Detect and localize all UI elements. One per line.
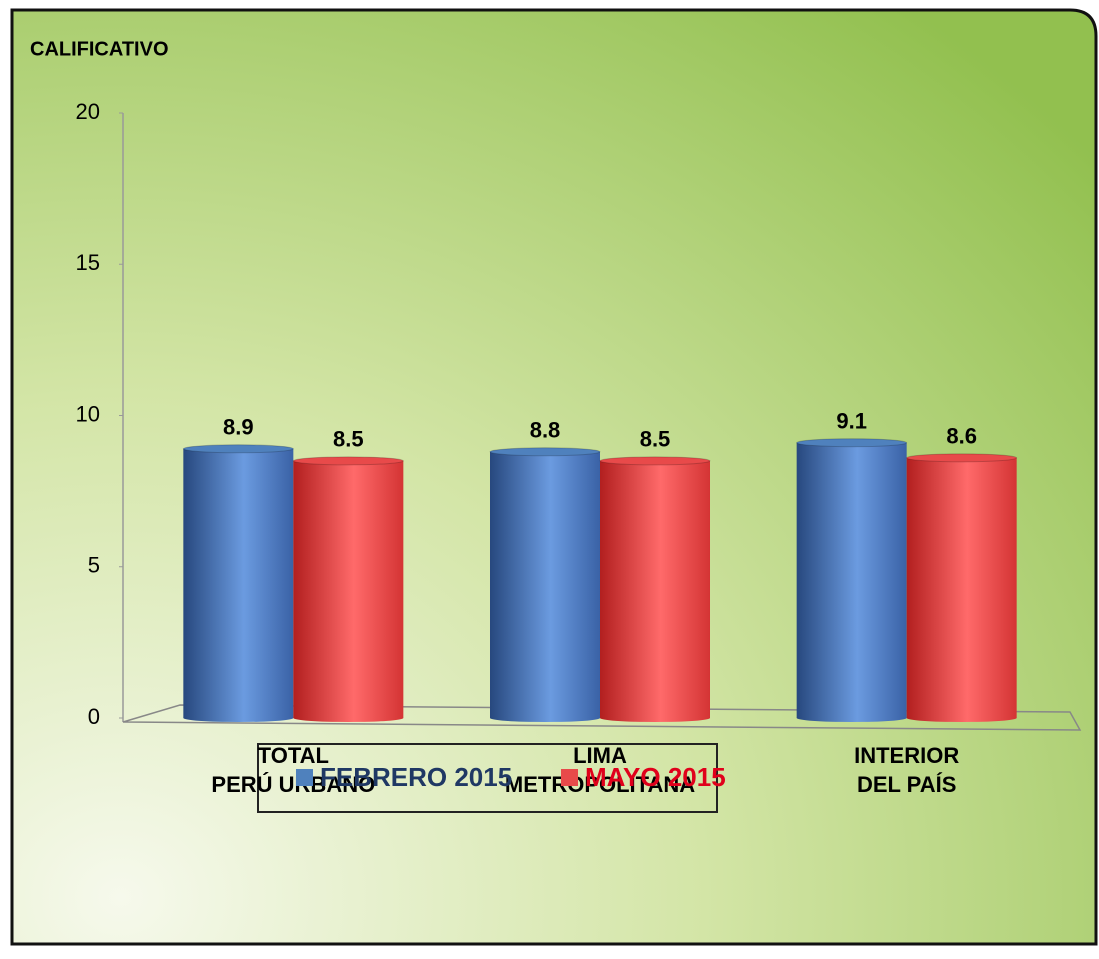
x-tick-label: LIMA METROPOLITANA [505, 743, 695, 797]
y-tick-label: 0 [88, 704, 100, 729]
data-label: 9.1 [836, 409, 867, 434]
bar-top [182, 444, 294, 454]
legend-swatch [296, 769, 313, 786]
legend-label: MAYO 2015 [585, 762, 726, 792]
data-label: 8.5 [333, 427, 364, 452]
bar-top [796, 438, 908, 448]
legend-label: FEBRERO 2015 [320, 762, 512, 792]
bar [293, 460, 404, 718]
bar-top [292, 456, 404, 466]
legend-swatch [561, 769, 578, 786]
bar-top [489, 447, 601, 457]
floor [122, 704, 1082, 731]
data-label: 8.9 [223, 415, 254, 440]
bar [600, 460, 710, 718]
bar [906, 457, 1017, 718]
bar [183, 448, 294, 718]
bar-top [906, 453, 1018, 463]
y-tick-label: 15 [76, 250, 100, 275]
bar-base [490, 714, 600, 722]
bar [490, 451, 600, 718]
bar-base [906, 714, 1017, 722]
data-label: 8.6 [946, 424, 977, 449]
y-tick-label: 20 [76, 99, 100, 124]
bar-base [796, 714, 907, 722]
y-tick-label: 5 [88, 553, 100, 578]
bar [796, 442, 907, 718]
bar-base [293, 714, 404, 722]
bar-top [599, 456, 711, 466]
data-label: 8.8 [530, 418, 561, 443]
bar-base [600, 714, 710, 722]
y-axis-label: CALIFICATIVO [30, 38, 169, 60]
x-tick-label: INTERIOR DEL PAÍS [854, 743, 959, 797]
bar-base [183, 714, 294, 722]
y-tick-label: 10 [76, 401, 100, 426]
data-label: 8.5 [640, 427, 671, 452]
legend-box [257, 743, 718, 813]
x-tick-label: TOTAL PERÚ URBANO [211, 743, 375, 797]
